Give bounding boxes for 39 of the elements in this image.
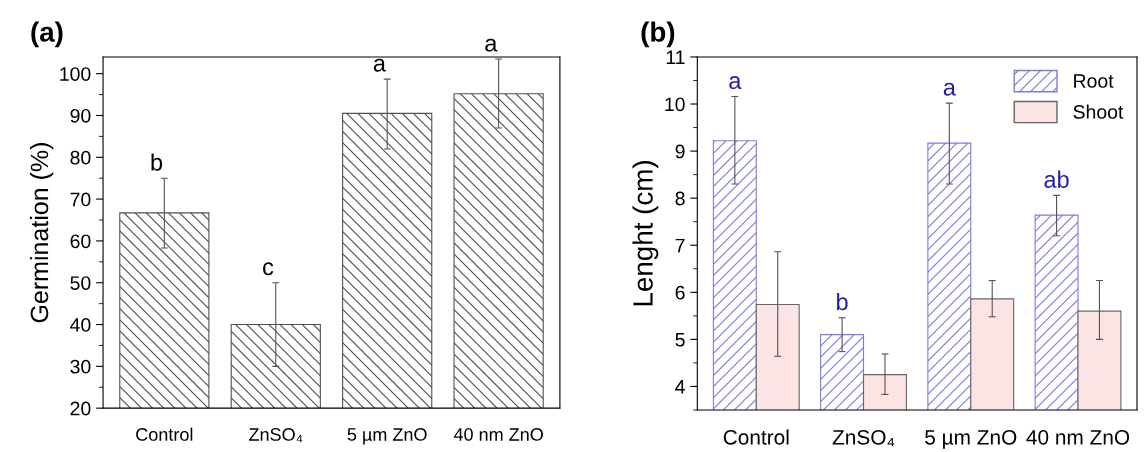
y-tick-label: 8 — [675, 191, 685, 206]
annotation: a — [373, 58, 386, 72]
chart-title: (a) — [31, 21, 63, 48]
y-tick-label: 20 — [70, 401, 91, 416]
y-axis-title: Germination (%) — [29, 143, 54, 323]
annotation: b — [837, 292, 848, 311]
y-tick-label: 10 — [665, 97, 685, 112]
y-tick-label: 40 — [70, 318, 91, 332]
annotation: ab — [1044, 170, 1069, 188]
annotation: c — [263, 262, 274, 276]
chart-title: (b) — [641, 21, 675, 48]
y-tick-label: 80 — [70, 150, 91, 165]
x-tick-label: 40 nm ZnO — [453, 428, 543, 441]
y-tick-label: 5 — [675, 333, 685, 347]
y-tick-label: 6 — [675, 285, 685, 300]
y-tick-label: 9 — [675, 144, 685, 159]
annotation: b — [151, 153, 163, 171]
legend-label: Root — [1074, 74, 1114, 88]
x-tick-label: Control — [136, 427, 193, 441]
y-axis-title: Lenght (cm) — [632, 161, 659, 306]
y-tick-label: 60 — [70, 234, 91, 249]
y-tick-label: 4 — [675, 380, 685, 394]
y-tick-label: 100 — [60, 67, 91, 81]
y-tick-label: 70 — [70, 192, 91, 207]
y-tick-label: 90 — [70, 108, 91, 123]
y-tick-label: 11 — [666, 50, 685, 64]
x-tick-label: Control — [723, 429, 789, 445]
y-tick-label: 50 — [70, 276, 91, 290]
x-tick-label: ZnSO₄ — [249, 428, 303, 443]
annotation: a — [943, 82, 956, 96]
x-tick-label: 5 µm ZnO — [347, 428, 427, 445]
annotation: a — [485, 38, 498, 52]
x-tick-label: 5 µm ZnO — [925, 429, 1017, 449]
annotation: a — [729, 76, 742, 90]
legend-label: Shoot — [1073, 104, 1124, 119]
x-tick-label: ZnSO₄ — [832, 429, 895, 447]
x-tick-label: 40 nm ZnO — [1026, 429, 1130, 445]
y-tick-label: 30 — [70, 359, 91, 374]
y-tick-label: 7 — [675, 238, 685, 253]
